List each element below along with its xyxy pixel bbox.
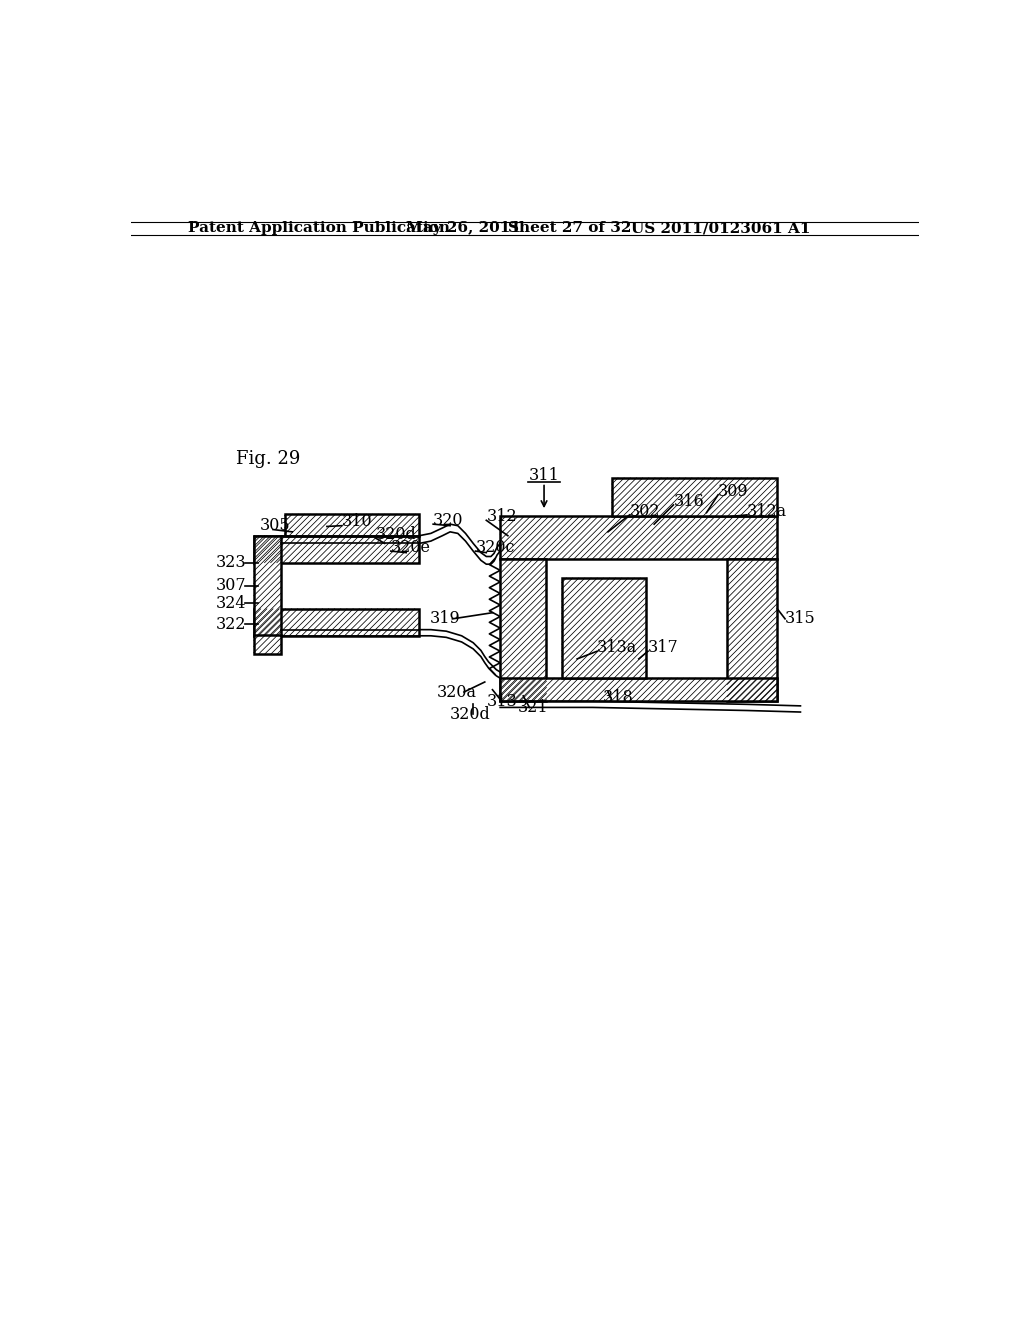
Text: US 2011/0123061 A1: US 2011/0123061 A1 bbox=[631, 222, 811, 235]
Bar bbox=[611, 478, 777, 516]
Text: 320: 320 bbox=[433, 512, 464, 529]
Text: 321: 321 bbox=[518, 698, 549, 715]
Text: 312: 312 bbox=[486, 508, 517, 525]
Text: 323: 323 bbox=[215, 554, 246, 572]
Text: 307: 307 bbox=[215, 577, 246, 594]
Bar bbox=[285, 515, 419, 536]
Text: 315: 315 bbox=[785, 610, 816, 627]
Bar bbox=[500, 558, 547, 701]
Text: Fig. 29: Fig. 29 bbox=[237, 450, 300, 467]
Bar bbox=[254, 609, 419, 636]
Text: 319: 319 bbox=[429, 610, 460, 627]
Text: 305: 305 bbox=[260, 517, 291, 535]
Bar bbox=[562, 578, 646, 678]
Bar bbox=[254, 536, 419, 562]
Text: 309: 309 bbox=[718, 483, 749, 499]
Text: 313: 313 bbox=[486, 693, 517, 710]
Bar bbox=[727, 558, 777, 701]
Text: 324: 324 bbox=[215, 595, 246, 612]
Text: 310: 310 bbox=[342, 513, 372, 531]
Text: 320c: 320c bbox=[475, 539, 515, 556]
Text: 320d: 320d bbox=[451, 706, 490, 723]
Text: 322: 322 bbox=[215, 615, 246, 632]
Text: 312a: 312a bbox=[746, 503, 786, 520]
Text: 302: 302 bbox=[630, 503, 660, 520]
Text: 318: 318 bbox=[602, 689, 633, 706]
Bar bbox=[254, 635, 281, 655]
Bar bbox=[500, 516, 777, 558]
Text: 311: 311 bbox=[528, 467, 559, 484]
Text: 320a: 320a bbox=[437, 684, 477, 701]
Text: Sheet 27 of 32: Sheet 27 of 32 bbox=[508, 222, 631, 235]
Text: 313a: 313a bbox=[597, 639, 637, 656]
Text: 320d: 320d bbox=[376, 525, 416, 543]
Text: 316: 316 bbox=[674, 492, 705, 510]
Text: 317: 317 bbox=[648, 639, 679, 656]
Bar bbox=[254, 536, 281, 636]
Text: Patent Application Publication: Patent Application Publication bbox=[188, 222, 451, 235]
Bar bbox=[500, 678, 777, 701]
Text: May 26, 2011: May 26, 2011 bbox=[407, 222, 521, 235]
Text: 320e: 320e bbox=[391, 539, 431, 556]
